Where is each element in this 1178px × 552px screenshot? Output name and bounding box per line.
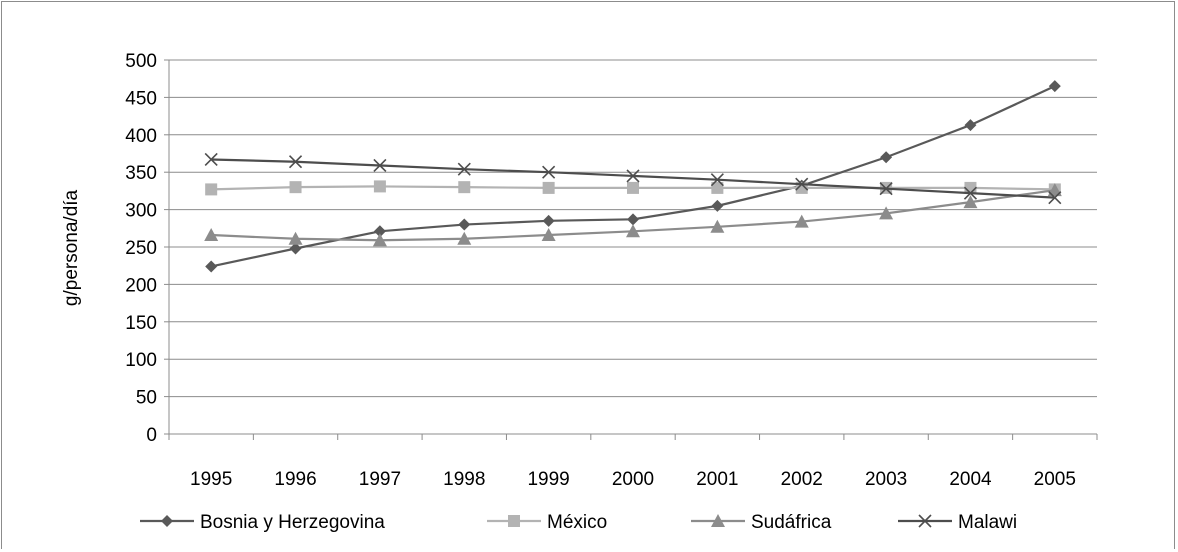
series-group (204, 80, 1062, 273)
y-tick-label: 450 (125, 88, 157, 109)
x-tick-label: 2001 (696, 469, 738, 490)
data-point (964, 119, 977, 132)
x-tick-label: 2003 (865, 469, 907, 490)
legend-label: Malawi (958, 512, 1017, 533)
series-2 (204, 183, 1062, 247)
data-point (205, 260, 218, 273)
x-tick-label: 2005 (1034, 469, 1076, 490)
series-1 (205, 180, 1061, 196)
x-marker-stroke (710, 173, 724, 187)
x-marker-stroke (918, 514, 932, 528)
data-point (457, 162, 471, 176)
y-tick-label: 150 (125, 313, 157, 334)
data-point (711, 181, 724, 194)
y-tick-labels: 0 50 100 150 200 250 300 350 400 450 500 (125, 51, 157, 446)
legend-marker (918, 514, 932, 528)
data-point (289, 181, 302, 194)
x-marker-stroke (204, 152, 218, 167)
data-point (627, 213, 639, 226)
data-point (880, 151, 893, 164)
y-tick-label: 500 (125, 51, 157, 72)
x-tick-label: 2002 (781, 469, 823, 490)
y-tick-label: 250 (125, 238, 157, 259)
data-point (542, 181, 555, 194)
x-marker-stroke (795, 177, 809, 191)
y-tick-label: 400 (125, 126, 157, 147)
data-point (963, 195, 978, 209)
x-tick-labels: 1995 1996 1997 1998 1999 2000 2001 2002 2003 2004… (190, 469, 1076, 490)
y-tick-label: 0 (146, 425, 157, 446)
x-marker-stroke (373, 158, 387, 173)
data-point (373, 158, 387, 173)
data-point (963, 186, 978, 200)
data-point (794, 214, 809, 228)
data-point (710, 219, 725, 233)
x-marker-stroke (879, 182, 893, 196)
data-point (542, 214, 555, 227)
series-3 (204, 152, 1062, 205)
legend-item-3: Malawi (898, 512, 1017, 533)
data-point (542, 165, 556, 179)
legend-marker (161, 515, 173, 527)
data-point (205, 183, 218, 196)
data-point (372, 233, 387, 247)
data-point (627, 181, 639, 194)
legend-item-2: Sudáfrica (691, 512, 832, 533)
data-point (1048, 191, 1062, 205)
x-tick-label: 1996 (274, 469, 316, 490)
x-marker-stroke (1048, 191, 1062, 205)
x-tick-label: 1999 (527, 469, 569, 490)
legend-item-1: México (487, 512, 607, 533)
data-point (795, 177, 809, 191)
data-point (289, 242, 302, 255)
x-tick-label: 1995 (190, 469, 232, 490)
y-tick-label: 300 (125, 201, 157, 222)
legend-item-0: Bosnia y Herzegovina (140, 512, 385, 533)
data-point (626, 224, 640, 238)
data-point (288, 231, 303, 245)
data-point (1048, 80, 1061, 93)
legend-marker (711, 514, 725, 527)
legend: Bosnia y Herzegovina México Sudáfrica Malaw… (140, 512, 1017, 533)
y-axis-label: g/persona/día (61, 189, 82, 306)
x-tick-label: 1997 (359, 469, 401, 490)
gridlines (169, 59, 1097, 398)
data-point (373, 225, 386, 238)
x-marker-stroke (457, 162, 471, 176)
y-tick-label: 350 (125, 163, 157, 184)
y-tick-label: 100 (125, 350, 157, 371)
y-tick-label: 50 (136, 388, 157, 409)
legend-label: Sudáfrica (751, 512, 832, 533)
x-tick-label: 2000 (612, 469, 654, 490)
x-marker-stroke (626, 169, 640, 183)
data-point (373, 180, 386, 193)
x-tick-label: 2004 (949, 469, 992, 490)
data-point (710, 173, 724, 187)
data-point (879, 182, 893, 196)
axes (164, 59, 1098, 440)
data-point (288, 155, 303, 169)
x-marker-stroke (963, 186, 978, 200)
data-point (1047, 183, 1062, 197)
legend-label: Bosnia y Herzegovina (200, 512, 385, 533)
data-point (458, 181, 471, 194)
data-point (457, 231, 472, 245)
data-point (204, 152, 218, 167)
x-marker-stroke (288, 155, 303, 169)
data-point (541, 228, 556, 242)
data-point (879, 206, 894, 220)
legend-label: México (547, 512, 607, 533)
data-point (711, 199, 724, 212)
data-point (626, 169, 640, 183)
data-point (458, 218, 471, 231)
legend-marker (508, 515, 520, 527)
x-marker-stroke (542, 165, 556, 179)
y-tick-label: 200 (125, 275, 157, 296)
x-tick-label: 1998 (443, 469, 485, 490)
data-point (204, 228, 219, 242)
series-0 (205, 80, 1061, 273)
